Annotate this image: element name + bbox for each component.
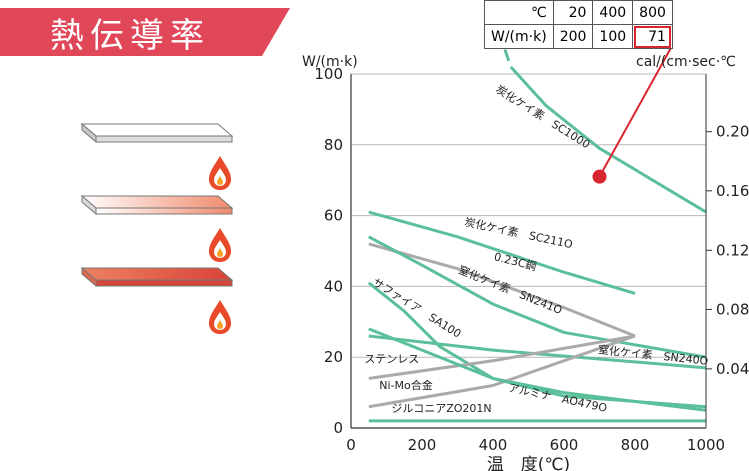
series-label: サファイア SA100 (370, 276, 463, 341)
table-cell: 400 (592, 0, 634, 25)
series-label: アルミナ AO479O (507, 381, 608, 415)
chart-grid (351, 73, 706, 358)
x-tick-label: 600 (550, 436, 579, 454)
table-cell: 800 (632, 0, 673, 25)
y-tick-label: 80 (324, 136, 343, 154)
table-cell: W/(m·k) (484, 24, 554, 49)
series-label: 炭化ケイ素 SC1000 (493, 82, 592, 151)
y2-axis-title: cal/(cm·sec·℃ (636, 54, 736, 70)
x-tick-label: 200 (408, 436, 437, 454)
marker-pointer (598, 45, 673, 178)
series-label: ジルコニアZO201N (391, 402, 491, 415)
x-tick-label: 1000 (687, 436, 725, 454)
series-line (368, 334, 636, 409)
plate-hot (80, 266, 234, 288)
table-cell: ℃ (484, 0, 554, 25)
series-line (368, 210, 636, 295)
value-marker (592, 169, 607, 184)
series-line (367, 281, 707, 412)
series-label: Ni-Mo合金 (379, 378, 432, 392)
series-line (368, 334, 707, 370)
series-line (368, 327, 707, 409)
series-line (368, 334, 636, 380)
series-label: ステンレス (364, 353, 419, 366)
table-cell: 20 (552, 0, 594, 25)
chart-series (367, 0, 707, 423)
y-tick-label: 40 (324, 277, 343, 295)
highlighted-cell: 71 (632, 24, 673, 49)
reference-table: ℃ 20 400 800 W/(m·k) 200 100 71 (484, 0, 673, 49)
y2-tick-label: 0.04 (716, 360, 749, 378)
y-tick-label: 0 (333, 419, 343, 437)
series-line (368, 242, 636, 338)
series-line (509, 65, 707, 214)
heat-illustration (80, 122, 234, 334)
series-label: 0.23C鋼 (493, 249, 538, 273)
plate-warm (80, 194, 234, 216)
y-tick-label: 20 (324, 348, 343, 366)
title-banner (0, 8, 290, 56)
plate-cool (80, 122, 234, 144)
y2-tick-label: 0.16 (716, 182, 749, 200)
y-axis-title: W/(m·k) (302, 54, 358, 70)
y-tick-label: 100 (314, 65, 343, 83)
series-label: 窒化ケイ素 SN241O (457, 263, 565, 318)
y2-tick-label: 0.08 (716, 300, 749, 318)
table-row: ℃ 20 400 800 (484, 0, 673, 25)
x-tick-label: 400 (479, 436, 508, 454)
x-axis-title: 温 度(℃) (487, 455, 570, 471)
y2-tick-label: 0.12 (716, 241, 749, 259)
series-line-extrapolated (486, 0, 513, 68)
x-tick-label: 0 (346, 436, 356, 454)
table-cell: 200 (552, 24, 594, 49)
table-cell: 100 (592, 24, 634, 49)
x-tick-label: 800 (621, 436, 650, 454)
y2-tick-label: 0.20 (716, 123, 749, 141)
table-row: W/(m·k) 200 100 71 (484, 24, 673, 49)
page-title: 熱伝導率 (50, 16, 210, 56)
y-tick-label: 60 (324, 207, 343, 225)
